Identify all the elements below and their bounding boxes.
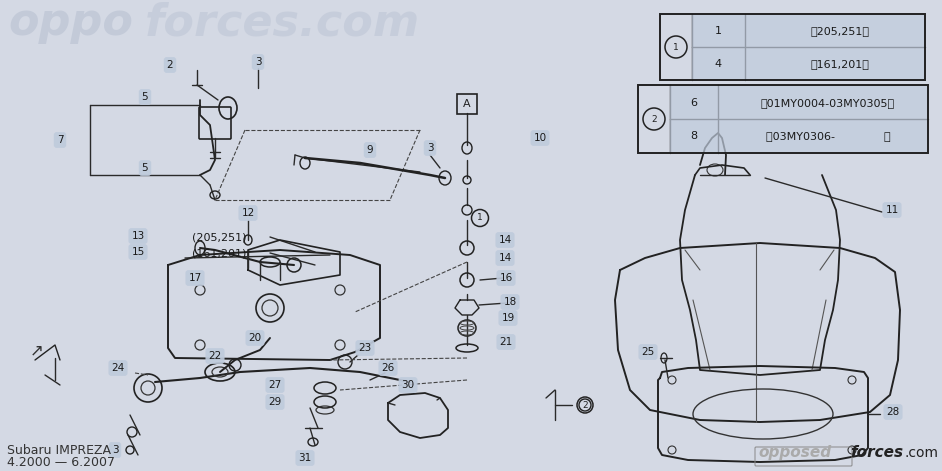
Text: 3: 3 [112,445,119,455]
Text: 1: 1 [478,213,483,222]
Text: opposed: opposed [758,445,831,460]
Bar [660,14,925,80]
Text: 21: 21 [499,337,512,347]
Bar [670,119,927,152]
Text: 27: 27 [268,380,282,390]
Text: 16: 16 [499,273,512,283]
Text: 14: 14 [498,235,512,245]
Text: 6: 6 [690,98,697,108]
Bar [638,85,928,153]
Text: 1: 1 [674,42,679,51]
Text: 18: 18 [503,297,516,307]
Text: 14: 14 [498,253,512,263]
Text: 24: 24 [111,363,124,373]
Text: 30: 30 [401,380,414,390]
Text: 〈03MY0306-              〉: 〈03MY0306- 〉 [766,131,890,141]
Text: 29: 29 [268,397,282,407]
Text: 3: 3 [254,57,261,67]
Text: 4: 4 [714,59,722,69]
Text: 23: 23 [358,343,372,353]
Text: 7: 7 [57,135,63,145]
Text: 9: 9 [366,145,373,155]
Text: 2: 2 [167,60,173,70]
Text: 5: 5 [141,92,148,102]
Text: 3: 3 [427,143,433,153]
Text: 31: 31 [299,453,312,463]
Text: 〈01MY0004-03MY0305〉: 〈01MY0004-03MY0305〉 [761,98,895,108]
Text: (161,201): (161,201) [192,248,247,258]
Text: 20: 20 [249,333,262,343]
Text: forces: forces [850,445,903,460]
Text: 2: 2 [651,114,657,123]
Text: 25: 25 [642,347,655,357]
Bar [692,15,924,47]
Text: 5: 5 [141,163,148,173]
Text: 2: 2 [582,400,588,409]
Text: .com: .com [905,446,939,460]
Text: 1: 1 [714,26,722,36]
Text: oppo: oppo [8,1,133,44]
Text: 22: 22 [208,351,221,361]
Text: 11: 11 [885,205,899,215]
Text: 〈161,201〉: 〈161,201〉 [810,59,869,69]
Text: 8: 8 [690,131,698,141]
Text: 28: 28 [886,407,900,417]
Text: 26: 26 [382,363,395,373]
Text: 10: 10 [533,133,546,143]
Text: forces.com: forces.com [145,1,420,44]
Text: Subaru IMPREZA: Subaru IMPREZA [7,445,111,457]
Bar [692,47,924,79]
Text: 12: 12 [241,208,254,218]
Text: (205,251): (205,251) [192,232,247,242]
Text: 4.2000 — 6.2007: 4.2000 — 6.2007 [7,456,115,470]
Text: 13: 13 [131,231,145,241]
Text: A: A [463,99,471,109]
Text: 〈205,251〉: 〈205,251〉 [810,26,869,36]
Text: ↗: ↗ [30,341,44,359]
Text: 19: 19 [501,313,514,323]
Text: 15: 15 [131,247,145,257]
Bar [670,86,927,119]
Text: 17: 17 [188,273,202,283]
